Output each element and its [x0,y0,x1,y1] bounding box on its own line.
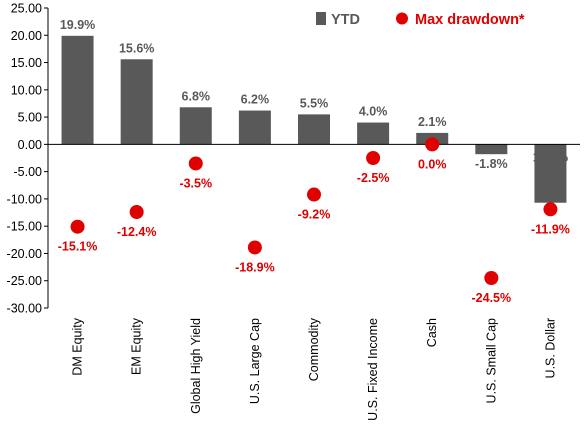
y-tick-label: 0.00 [18,138,42,152]
drawdown-points [70,137,558,285]
drawdown-point [425,137,440,152]
bar-global-high-yield [179,107,212,145]
bar-em-equity [120,59,153,145]
x-category-label: Cash [425,318,439,347]
x-category-label: U.S. Dollar [543,318,557,378]
drawdown-value-label: -2.5% [357,171,390,185]
data-labels: 19.9% 15.6% 6.8% 6.2% 5.5% 4.0% 2.1% -1.8% 10.7%… [58,18,570,305]
bar-dm-equity [61,35,94,145]
drawdown-point [188,156,203,171]
bar-u-s-dollar [534,144,567,203]
y-tick-label: 25.00 [11,2,42,16]
legend-label-ytd: YTD [331,12,360,28]
y-tick-label: 20.00 [11,29,42,43]
legend-marker-drawdown [396,12,408,25]
y-tick-label: -15.00 [7,220,42,234]
drawdown-value-label: 0.0% [418,157,447,171]
x-category-label: Commodity [307,317,321,381]
bar-u-s-small-cap [475,144,508,155]
y-tick-label: 15.00 [11,56,42,70]
y-tick-label: 5.00 [18,111,42,125]
x-category-label: Global High Yield [189,318,203,414]
drawdown-point [247,240,262,255]
bar-u-s-large-cap [238,110,271,145]
drawdown-value-label: -11.9% [531,222,570,236]
ytd-value-label: 6.2% [241,93,270,107]
drawdown-point [484,271,499,285]
drawdown-point [366,151,381,165]
drawdown-value-label: -24.5% [472,291,512,305]
drawdown-value-label: -18.9% [235,260,275,274]
x-category-label: U.S. Small Cap [484,318,498,403]
drawdown-value-label: -15.1% [58,240,98,254]
ytd-value-label: 6.8% [182,89,211,103]
x-category-label: EM Equity [130,317,144,375]
x-category-label: U.S. Large Cap [248,318,262,404]
x-category-label: DM Equity [71,317,85,375]
y-tick-label: 10.00 [11,83,42,97]
drawdown-value-label: -3.5% [179,176,212,190]
legend-swatch-ytd [316,12,326,25]
ytd-value-label: 2.1% [418,115,447,129]
drawdown-value-label: -12.4% [117,225,157,239]
drawdown-point [543,202,558,217]
legend: YTD Max drawdown* [316,12,525,28]
ytd-value-label: 19.9% [60,18,95,32]
ytd-value-label: 15.6% [119,41,154,55]
ytd-value-label: 10.7% [533,150,568,164]
drawdown-point [129,205,144,219]
bar-commodity [298,114,330,145]
ytd-value-label: -1.8% [475,157,508,171]
x-axis: DM Equity EM Equity Global High Yield U.S. … [48,143,580,421]
y-axis: 25.00 20.00 15.00 10.00 5.00 0.00 -5.00 -10.00 -… [7,2,49,316]
legend-label-drawdown: Max drawdown* [415,12,525,28]
y-tick-label: -5.00 [14,165,43,179]
y-tick-label: -30.00 [7,302,42,316]
drawdown-value-label: -9.2% [298,208,331,222]
bar-u-s-fixed-income [357,122,390,145]
x-category-label: U.S. Fixed Income [366,318,380,421]
y-tick-label: -10.00 [7,192,42,206]
drawdown-point [307,187,321,202]
y-tick-label: -25.00 [7,274,42,288]
ytd-value-label: 4.0% [359,105,388,119]
y-tick-label: -20.00 [7,247,42,261]
ytd-value-label: 5.5% [300,96,329,110]
ytd-bars [61,35,567,203]
drawdown-point [70,219,85,234]
